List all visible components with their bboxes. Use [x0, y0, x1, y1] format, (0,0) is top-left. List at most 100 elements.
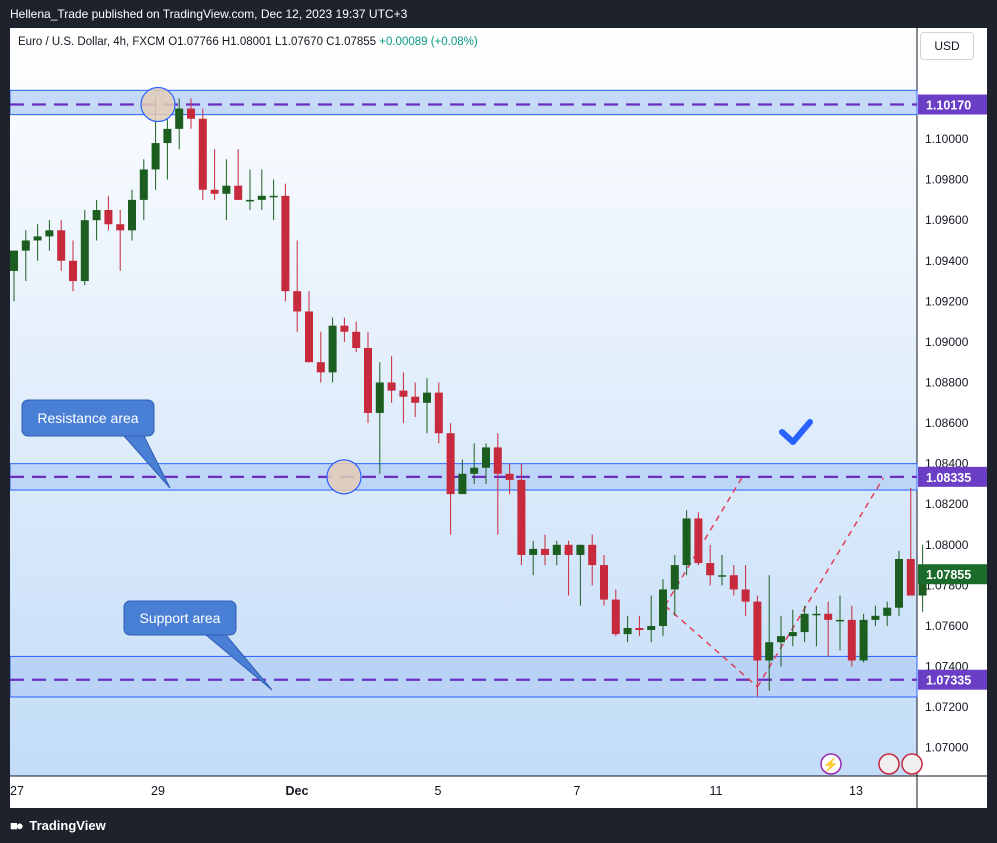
candle [246, 169, 254, 211]
candle-body [316, 362, 325, 373]
candle [234, 149, 243, 200]
candle [529, 540, 538, 576]
candle-body [741, 589, 750, 602]
candle-body [257, 195, 266, 200]
y-tick-label: 1.09200 [925, 294, 969, 308]
candle [647, 595, 656, 643]
candle [836, 595, 844, 651]
level-price-label: 1.10170 [926, 99, 971, 113]
candle [824, 601, 833, 657]
y-tick-label: 1.09600 [925, 213, 969, 227]
candle [611, 589, 620, 637]
candle [92, 199, 101, 241]
candle-body [33, 236, 42, 241]
candle-body [364, 348, 372, 413]
candle [187, 98, 195, 129]
candle-body [600, 565, 608, 600]
candle [222, 159, 231, 221]
candle-body [800, 613, 809, 633]
chart-pane[interactable]: Resistance area Support area ⚡ 1.07000 1.072… [10, 28, 987, 808]
candle [741, 565, 750, 616]
candle [210, 149, 219, 200]
candle [788, 609, 797, 647]
candle [564, 540, 573, 596]
candle [906, 488, 915, 596]
candle [812, 605, 821, 647]
candle-body [10, 250, 18, 271]
tradingview-logo-icon: ■● [10, 818, 24, 833]
candle [505, 463, 514, 495]
candle [128, 189, 136, 241]
candle-body [906, 559, 915, 596]
candle [800, 605, 809, 643]
candle [340, 317, 349, 342]
price-chart[interactable]: Resistance area Support area ⚡ 1.07000 1.072… [10, 28, 987, 808]
candle-body [139, 169, 148, 200]
x-tick-label: 27 [10, 784, 24, 798]
candle-body [116, 224, 125, 231]
candle-body [517, 479, 526, 555]
x-tick-label: 13 [849, 784, 863, 798]
level-price-label-bg [918, 669, 987, 690]
tradingview-logo[interactable]: ■● TradingView [10, 818, 106, 833]
support-callout-box [123, 600, 237, 636]
currency-button[interactable]: USD [920, 32, 974, 60]
time-axis [10, 776, 987, 808]
candle-body [234, 185, 243, 200]
candle-body [210, 189, 219, 194]
y-tick-label: 1.08800 [925, 375, 969, 389]
open-value: O1.07766 [168, 36, 219, 48]
swing-retest-marker [326, 459, 362, 495]
candle [895, 550, 903, 616]
candle-body [411, 396, 420, 403]
candle [718, 554, 726, 586]
candle [198, 108, 207, 200]
candle-body [765, 642, 774, 661]
candle [576, 544, 585, 606]
candle-body [895, 559, 903, 608]
candle-body [659, 589, 667, 626]
candle [364, 331, 372, 424]
tradingview-brand: TradingView [29, 818, 106, 833]
candle [399, 372, 408, 424]
x-tick-label: 29 [151, 784, 165, 798]
candle [552, 540, 561, 566]
candle [706, 544, 715, 586]
y-tick-label: 1.07000 [925, 741, 969, 755]
candle [281, 183, 290, 302]
candle [163, 118, 172, 180]
candle-body [198, 118, 207, 190]
candle [10, 250, 18, 302]
candle [470, 443, 479, 484]
resistance-callout: Resistance area [21, 399, 171, 489]
candle [765, 575, 774, 691]
candle-body [104, 210, 113, 225]
candle [69, 240, 77, 292]
candle-body [305, 311, 313, 363]
candle-body [399, 390, 408, 397]
candle [316, 331, 325, 383]
candle-body [529, 548, 538, 555]
y-tick-label: 1.09800 [925, 173, 969, 187]
candle-body [836, 619, 844, 622]
support-callout: Support area [123, 600, 273, 691]
candle [116, 210, 125, 271]
candle-body [128, 199, 136, 231]
candle [753, 595, 762, 697]
candle [682, 510, 691, 576]
footer-bar: ■● TradingView [0, 808, 997, 843]
candle-body [883, 607, 892, 616]
candle-body [269, 195, 278, 198]
y-tick-label: 1.08000 [925, 538, 969, 552]
candle-body [505, 473, 514, 480]
candle-body [281, 195, 290, 292]
candle-body [729, 575, 738, 590]
candle-body [871, 615, 880, 620]
candle [541, 534, 549, 566]
resistance-callout-box [21, 399, 155, 437]
candle [45, 220, 54, 251]
candle [635, 615, 644, 637]
candle-body [246, 199, 254, 202]
candle [328, 317, 337, 383]
candle [57, 220, 66, 271]
